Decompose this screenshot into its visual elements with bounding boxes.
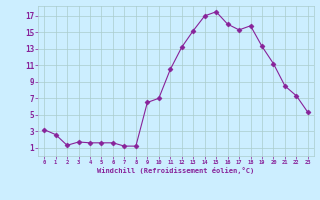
X-axis label: Windchill (Refroidissement éolien,°C): Windchill (Refroidissement éolien,°C) (97, 167, 255, 174)
